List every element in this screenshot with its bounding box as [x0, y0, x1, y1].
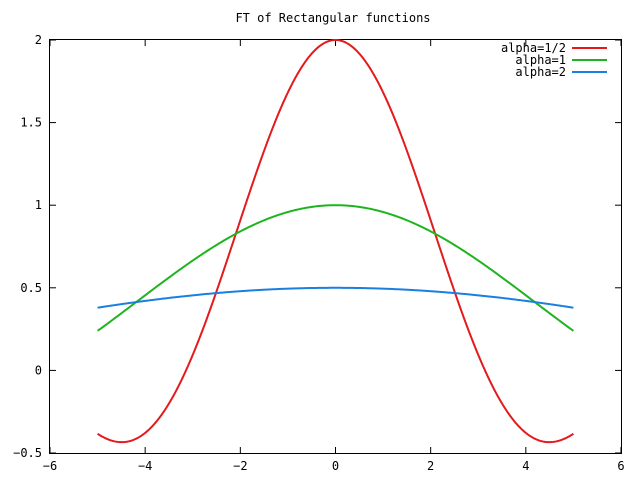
series-line-1	[97, 38, 574, 444]
x-tick-label: −4	[138, 459, 152, 473]
legend-label: alpha=1	[515, 53, 566, 67]
y-tick-label: 0.5	[20, 281, 42, 295]
series-line-2	[96, 204, 575, 332]
y-tick-label: 1	[35, 198, 42, 212]
legend-label: alpha=2	[515, 65, 566, 79]
series-line-3	[97, 286, 574, 309]
x-tick-label: −2	[233, 459, 247, 473]
chart-title: FT of Rectangular functions	[235, 11, 430, 25]
y-tick-label: 0	[35, 363, 42, 377]
x-tick-label: 0	[332, 459, 339, 473]
x-tick-label: −6	[43, 459, 57, 473]
x-tick-label: 2	[427, 459, 434, 473]
y-tick-label: 2	[35, 33, 42, 47]
x-tick-label: 4	[522, 459, 529, 473]
legend-label: alpha=1/2	[501, 41, 566, 55]
series-lines	[96, 38, 575, 444]
plot-frame	[49, 39, 622, 454]
axis-ticks: −6 −4 −2 0 2 4 6 −0.5 0 0.5 1 1.5 2	[13, 33, 625, 473]
y-tick-label: −0.5	[13, 446, 42, 460]
x-tick-label: 6	[617, 459, 624, 473]
y-tick-label: 1.5	[20, 116, 42, 130]
